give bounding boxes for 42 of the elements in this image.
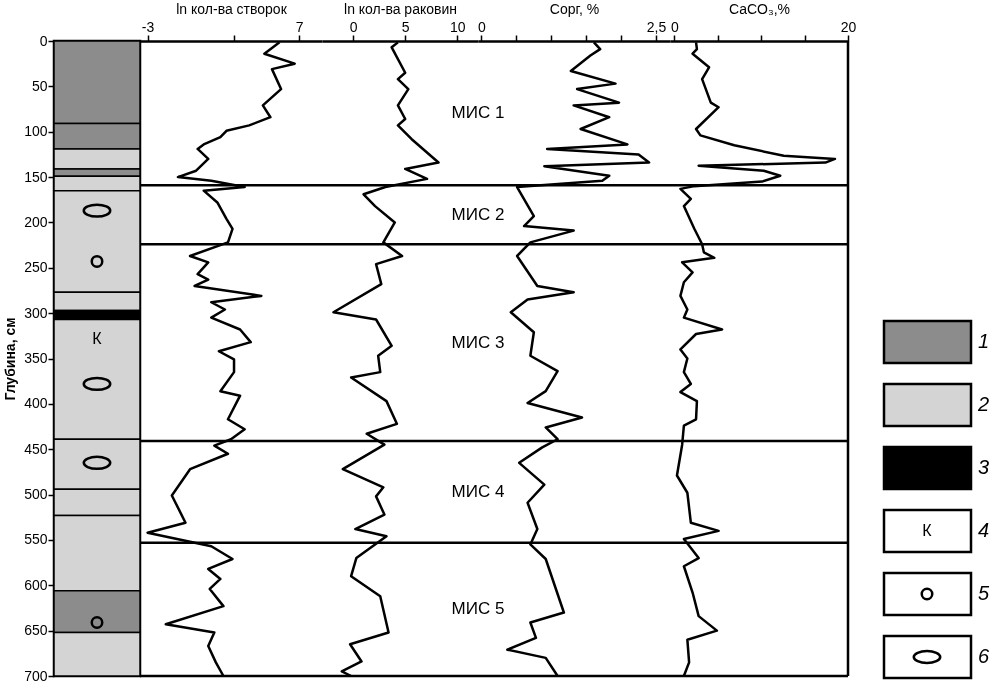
x-axis-title: Cорг, % <box>549 0 600 17</box>
y-tick-label: 650 <box>24 622 48 639</box>
annotation: МИС 4 <box>451 481 505 501</box>
y-tick-label: 450 <box>24 440 48 457</box>
text: К <box>922 522 932 539</box>
legend-label: 3 <box>978 456 990 478</box>
y-tick-label: 400 <box>24 395 48 412</box>
text: 4 <box>978 519 990 541</box>
annotation: МИС 2 <box>451 204 505 224</box>
x-tick-label: 10 <box>449 18 466 35</box>
text: 5 <box>978 582 990 604</box>
x-tick-label: 2,5 <box>646 18 667 35</box>
annotation: МИС 3 <box>451 332 505 352</box>
y-tick-label: 200 <box>24 213 48 230</box>
annotation: МИС 1 <box>451 103 505 123</box>
x-axis-title: ln кол-ва створок <box>176 0 288 17</box>
x-tick-label: -3 <box>141 18 155 35</box>
y-tick-label: 100 <box>24 123 48 140</box>
legend-label: 2 <box>977 393 990 415</box>
y-tick-label: 600 <box>24 576 48 593</box>
y-tick-label: 500 <box>24 486 48 503</box>
x-tick-label: 0 <box>670 18 679 35</box>
annotation: К <box>92 330 103 348</box>
y-tick-label: 350 <box>24 350 48 366</box>
x-tick-label: 20 <box>840 18 857 35</box>
y-tick-label: 250 <box>24 259 48 276</box>
x-axis-title: CaCO₃,% <box>729 0 790 17</box>
x-tick-label: 7 <box>295 18 304 35</box>
annotation: МИС 5 <box>451 599 505 619</box>
x-axis-title: ln кол-ва раковин <box>344 0 457 17</box>
y-tick-label: 0 <box>39 32 48 49</box>
y-tick-label: 550 <box>24 531 48 548</box>
y-axis-title: Глубина, см <box>2 317 19 401</box>
x-tick-label: 0 <box>349 18 358 35</box>
y-tick-label: 300 <box>24 304 48 321</box>
text: 6 <box>978 645 990 667</box>
legend-label: 1 <box>978 330 990 352</box>
x-tick-label: 0 <box>478 18 487 35</box>
x-tick-label: 5 <box>401 18 410 35</box>
y-tick-label: 700 <box>24 667 48 684</box>
y-tick-label: 150 <box>24 168 48 185</box>
y-tick-label: 50 <box>31 77 48 94</box>
